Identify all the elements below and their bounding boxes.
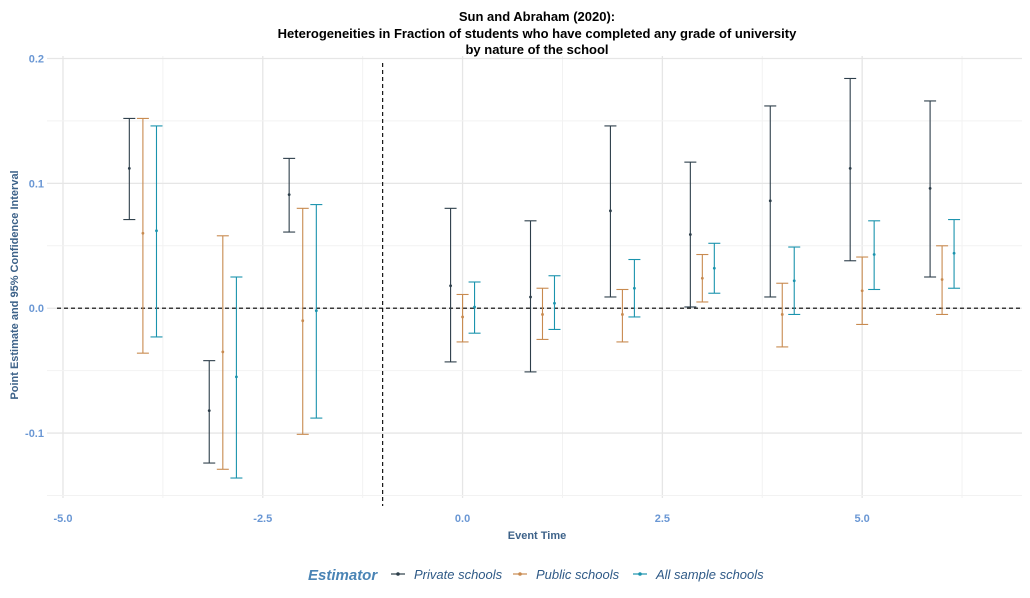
chart-subtitle-line-1: Heterogeneities in Fraction of students …	[278, 26, 797, 41]
point-estimate	[861, 289, 864, 292]
y-tick-label: 0.0	[29, 303, 44, 315]
legend-label: All sample schools	[655, 567, 764, 582]
point-estimate	[315, 309, 318, 312]
point-estimate	[301, 319, 304, 322]
point-estimate	[155, 229, 158, 232]
y-tick-label: 0.2	[29, 53, 44, 65]
point-estimate	[461, 316, 464, 319]
point-estimate	[701, 277, 704, 280]
point-estimate	[541, 313, 544, 316]
legend-key-point	[518, 572, 522, 576]
point-estimate	[128, 167, 131, 170]
x-tick-label: 0.0	[455, 513, 470, 525]
point-estimate	[221, 351, 224, 354]
point-estimate	[633, 287, 636, 290]
point-estimate	[553, 302, 556, 305]
chart-subtitle-line-2: by nature of the school	[465, 42, 608, 57]
y-tick-label: -0.1	[25, 428, 44, 440]
point-estimate	[449, 284, 452, 287]
x-tick-label: 5.0	[855, 513, 870, 525]
point-estimate	[529, 296, 532, 299]
legend-label: Private schools	[414, 567, 503, 582]
point-estimate	[473, 306, 476, 309]
point-estimate	[235, 375, 238, 378]
y-axis-title: Point Estimate and 95% Confidence Interv…	[9, 170, 21, 399]
x-tick-label: 2.5	[655, 513, 670, 525]
point-estimate	[781, 313, 784, 316]
legend: Estimator Private schools Public schools A…	[308, 567, 764, 584]
point-estimate	[621, 313, 624, 316]
point-estimate	[769, 199, 772, 202]
point-estimate	[953, 252, 956, 255]
x-tick-label: -5.0	[53, 513, 72, 525]
legend-key-point	[396, 572, 400, 576]
legend-key-point	[638, 572, 642, 576]
point-estimate	[142, 232, 145, 235]
point-estimate	[849, 167, 852, 170]
y-tick-label: 0.1	[29, 178, 44, 190]
point-estimate	[929, 187, 932, 190]
x-tick-label: -2.5	[253, 513, 272, 525]
legend-title: Estimator	[308, 567, 378, 584]
chart-title: Sun and Abraham (2020):	[459, 9, 615, 24]
point-estimate	[689, 233, 692, 236]
legend-label: Public schools	[536, 567, 620, 582]
point-estimate	[941, 278, 944, 281]
x-axis-title: Event Time	[508, 530, 567, 542]
point-estimate	[609, 209, 612, 212]
point-estimate	[713, 267, 716, 270]
point-estimate	[873, 253, 876, 256]
point-estimate	[793, 279, 796, 282]
point-estimate	[208, 409, 211, 412]
point-estimate	[288, 193, 291, 196]
